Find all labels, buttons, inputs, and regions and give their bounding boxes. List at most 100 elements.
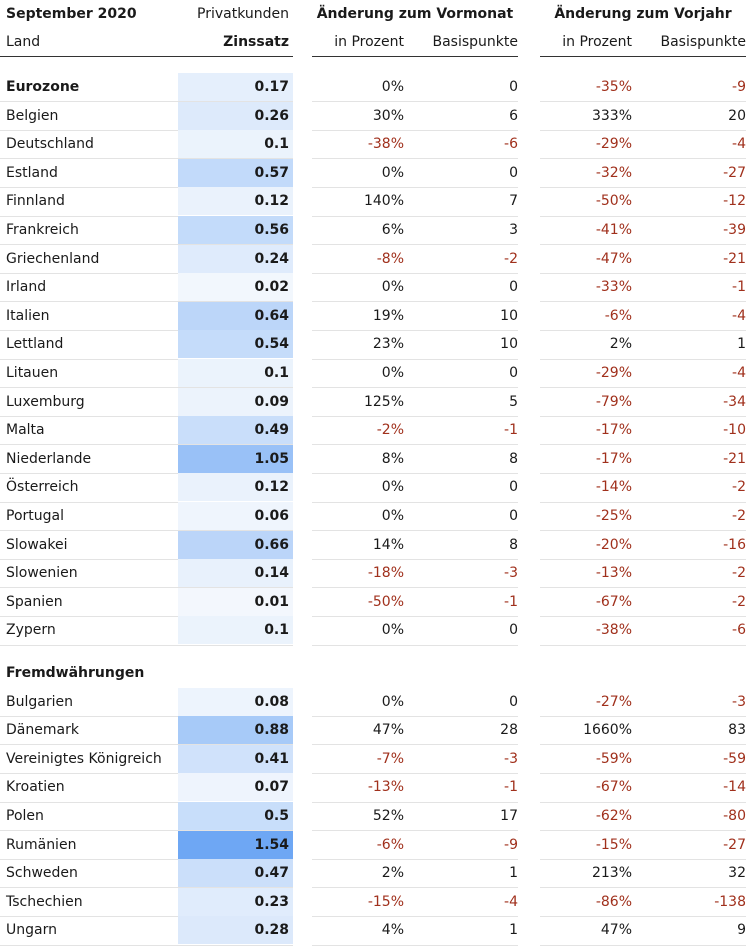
month-bp-cell: -1 [504,593,518,610]
month-bp-cell: -3 [504,565,518,582]
year-pct-cell: -67% [595,593,632,610]
year-pct-cell: -6% [604,307,632,324]
month-pct-cell: 0% [381,365,404,381]
month-pct-cell: -6% [376,836,404,853]
year-bp-cell: -3 [732,693,746,710]
year-bp-cell: -2 [732,565,746,582]
year-pct-cell: -79% [595,393,632,410]
year-pct-cell: -20% [595,536,632,553]
month-pct-cell: 125% [363,393,404,410]
rate-cell: 0.56 [178,216,293,244]
year-bp-cell: -12 [723,193,746,210]
row-divider [0,472,293,474]
row-divider [312,644,518,646]
table-title: September 2020 [6,6,137,22]
row-divider [0,129,293,131]
rate-cell: 0.1 [178,359,293,387]
row-divider [540,444,746,446]
table-row: Tschechien 0.23 -15% -4 -86% -138 [0,887,751,916]
month-pct-cell: 19% [372,307,404,324]
row-divider [312,272,518,274]
row-divider [0,244,293,246]
table-row: Deutschland 0.1 -38% -6 -29% -4 [0,130,751,159]
row-divider [312,101,518,103]
table-row: Zypern 0.1 0% 0 -38% -6 [0,616,751,645]
year-bp-cell: -1 [732,279,746,296]
country-cell: Eurozone [6,79,80,95]
rate-cell: 0.26 [178,101,293,130]
country-cell: Slowakei [6,536,68,553]
year-bp-cell: -59 [723,750,746,767]
month-pct-cell: -50% [367,593,404,610]
country-cell: Irland [6,279,47,296]
month-pct-cell: 0% [381,479,404,496]
table-row: Dänemark 0.88 47% 28 1660% 83 [0,716,751,745]
row-divider [0,329,293,331]
row-divider [312,329,518,331]
row-divider [312,944,518,946]
month-pct-cell: 8% [381,450,404,467]
row-divider [0,887,293,889]
year-pct-cell: -33% [595,279,632,296]
year-pct-cell: -59% [595,750,632,767]
rate-cell: 0.47 [178,859,293,888]
rate-cell: 0.88 [178,716,293,745]
year-bp-cell: -27 [723,164,746,181]
year-bp-cell: -4 [732,136,746,153]
row-divider [312,558,518,560]
row-divider [0,858,293,860]
year-bp-cell: -4 [732,365,746,381]
year-pct-cell: -27% [595,693,632,710]
rate-cell: 0.09 [178,387,293,416]
month-bp-cell: 0 [509,279,518,296]
country-cell: Italien [6,307,50,324]
year-bp-cell: 1 [737,336,746,353]
row-divider [312,615,518,617]
year-bp-cell: -27 [723,836,746,853]
row-divider [0,415,293,417]
row-divider [540,558,746,560]
month-bp-cell: 0 [509,508,518,524]
rate-cell: 0.28 [178,916,293,945]
year-pct-cell: -15% [595,836,632,853]
year-pct-cell: -38% [595,622,632,639]
table-row: Lettland 0.54 23% 10 2% 1 [0,330,751,359]
country-cell: Frankreich [6,222,79,238]
row-divider [312,715,518,717]
row-divider [0,587,293,589]
row-divider [0,444,293,446]
row-divider [312,387,518,389]
year-bp-cell: -21 [723,250,746,267]
month-pct-cell: 0% [381,79,404,95]
country-cell: Deutschland [6,136,94,153]
row-divider [0,615,293,617]
row-divider [312,587,518,589]
row-divider [540,129,746,131]
table-row: Belgien 0.26 30% 6 333% 20 [0,101,751,130]
country-cell: Finnland [6,193,65,210]
month-pct-cell: 0% [381,279,404,296]
header-privatkunden: Privatkunden [197,6,289,22]
country-cell: Polen [6,808,44,824]
month-bp-cell: 17 [500,808,518,824]
year-pct-cell: -29% [595,365,632,381]
row-divider [312,744,518,746]
year-bp-cell: -39 [723,222,746,238]
month-pct-cell: -7% [376,750,404,767]
year-bp-cell: -10 [723,422,746,439]
row-divider [540,215,746,217]
year-bp-cell: -9 [732,79,746,95]
month-bp-cell: -1 [504,779,518,796]
month-pct-cell: -2% [376,422,404,439]
header-land: Land [6,34,41,50]
row-divider [540,415,746,417]
year-bp-cell: 20 [728,107,746,124]
month-pct-cell: 30% [372,107,404,124]
country-cell: Estland [6,164,58,181]
rate-cell: 0.07 [178,773,293,802]
row-divider [540,329,746,331]
month-bp-cell: 3 [509,222,518,238]
row-divider [540,244,746,246]
table-row: Rumänien 1.54 -6% -9 -15% -27 [0,830,751,859]
row-divider [312,186,518,188]
